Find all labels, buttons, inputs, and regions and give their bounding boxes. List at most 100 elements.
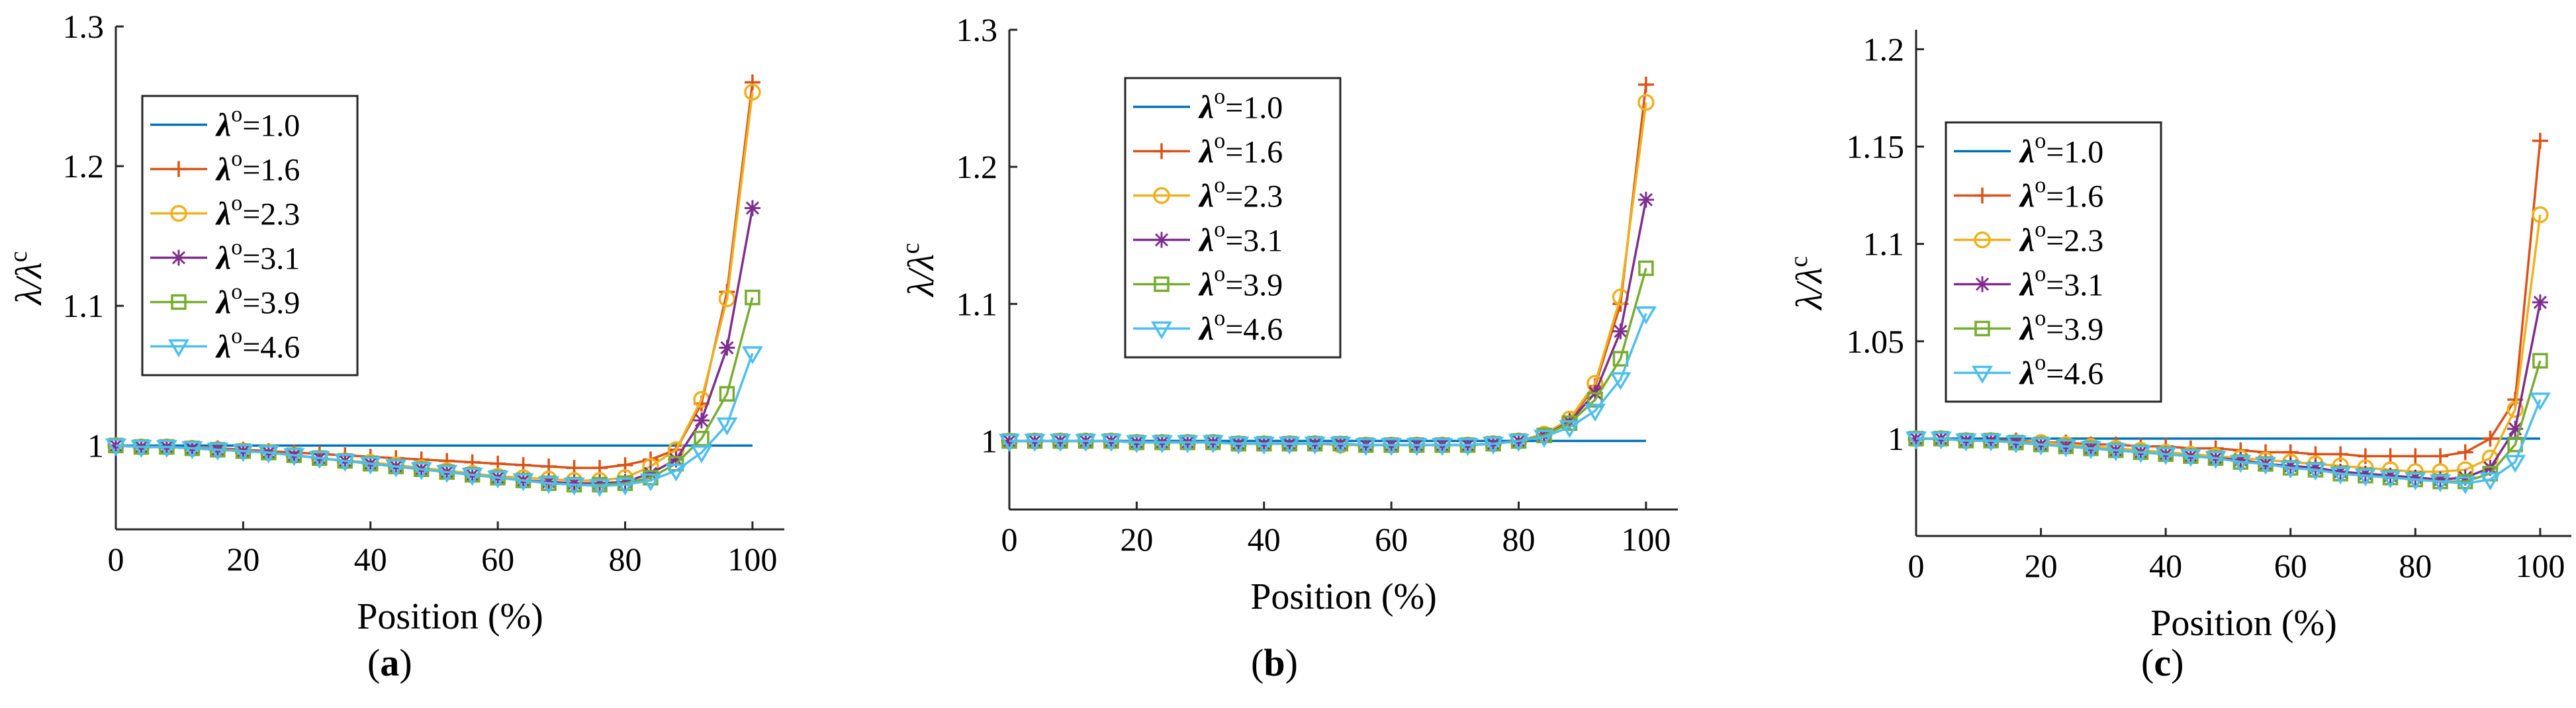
panel-c-legend-label-sup: o bbox=[2035, 262, 2046, 287]
panel-a-data-point bbox=[744, 200, 760, 216]
panel-c-data-point bbox=[2482, 430, 2499, 447]
panel-b-data-point bbox=[1637, 191, 1654, 208]
panel-c-legend-label: λo=1.0 bbox=[2019, 129, 2103, 170]
panel-c-legend-label-rest: =1.6 bbox=[2046, 179, 2103, 214]
panel-a-data-point bbox=[283, 448, 305, 466]
panel-b-x-tick-label: 20 bbox=[1120, 521, 1153, 558]
panel-a-data-point bbox=[744, 74, 760, 91]
panel-c-data-point bbox=[2405, 472, 2426, 491]
panel-c-x-tick-label: 0 bbox=[1908, 547, 1925, 584]
panel-c-data-point bbox=[1980, 433, 2002, 452]
panel-a-data-point bbox=[741, 346, 763, 365]
panel-b-legend-label: λo=3.1 bbox=[1198, 218, 1283, 259]
panel-b-legend-label-rest: =4.6 bbox=[1225, 312, 1283, 347]
panel-c-x-tick-label: 20 bbox=[2025, 547, 2058, 584]
panel-c-legend-label-sup: o bbox=[2035, 306, 2046, 331]
panel-c-data-point bbox=[1955, 433, 1977, 452]
panel-a-data-point bbox=[744, 83, 761, 101]
panel-c-legend-label-sup: o bbox=[2035, 351, 2046, 375]
panel-b-data-point bbox=[1253, 436, 1275, 455]
panel-c-legend-label-base: λ bbox=[2019, 133, 2035, 170]
panel-b-data-point bbox=[998, 433, 1021, 452]
panel-a-legend-label-sup: o bbox=[231, 103, 242, 127]
panel-a-legend-label: λo=2.3 bbox=[215, 191, 300, 232]
panel-b-data-point bbox=[1635, 306, 1657, 325]
panel-b-y-tick-label: 1 bbox=[981, 422, 997, 459]
panel-b-legend-label: λo=1.6 bbox=[1198, 129, 1283, 170]
panel-a-data-point-d bbox=[720, 341, 734, 355]
panel-c-legend-label-base: λ bbox=[2019, 222, 2035, 259]
panel-c-data-point bbox=[2532, 206, 2549, 224]
panel-c-legend-label: λo=3.9 bbox=[2019, 306, 2103, 347]
panel-b-letter: b bbox=[1264, 641, 1285, 684]
panel-b-legend-marker bbox=[1154, 232, 1170, 248]
panel-b-data-point bbox=[1355, 437, 1377, 457]
panel-a-legend-label-sup: o bbox=[231, 280, 242, 304]
panel-b-data-point bbox=[1049, 433, 1072, 452]
panel-c-legend-label-sup: o bbox=[2035, 129, 2046, 154]
panel-b-legend-label-sup: o bbox=[1214, 218, 1225, 242]
panel-a-data-point bbox=[207, 442, 228, 461]
panel-b-y-axis-label-sup: c bbox=[897, 243, 925, 254]
panel-c-data-point bbox=[2457, 444, 2473, 461]
panel-a-legend-label-base: λ bbox=[215, 284, 231, 321]
panel-a-legend-label-rest: =1.6 bbox=[242, 153, 300, 188]
panel-a-data-point bbox=[410, 462, 432, 480]
panel-a-x-axis-label: Position (%) bbox=[357, 596, 543, 637]
panel-c-data-point bbox=[2454, 476, 2476, 494]
panel-b-data-point bbox=[1024, 433, 1046, 452]
panel-c-data-point bbox=[2254, 457, 2277, 475]
panel-c-y-axis-label-base: λ/λ bbox=[1789, 267, 1830, 311]
panel-b-legend-label-sup: o bbox=[1214, 85, 1225, 109]
panel-a-legend-label-base: λ bbox=[215, 240, 231, 277]
panel-a-data-point bbox=[694, 431, 710, 447]
panel-b-data-point bbox=[1202, 435, 1224, 453]
panel-b-legend-label-rest: =3.9 bbox=[1225, 268, 1283, 303]
panel-b-legend-label-sup: o bbox=[1214, 173, 1225, 198]
panel-a-data-point bbox=[538, 476, 560, 494]
panel-a-data-point bbox=[639, 473, 662, 492]
panel-b-legend-label-rest: =1.0 bbox=[1225, 91, 1283, 126]
panel-a-y-axis-label: λ/λc bbox=[5, 251, 50, 306]
panel-a-label: (a) bbox=[367, 641, 412, 684]
panel-c-y-tick-label: 1.15 bbox=[1847, 128, 1905, 165]
panel-b-x-axis-label: Position (%) bbox=[1250, 576, 1437, 617]
panel-b-legend-label-rest: =3.1 bbox=[1225, 224, 1283, 259]
panel-a-data-point-d bbox=[745, 201, 759, 215]
panel-b-data-point bbox=[1612, 323, 1629, 339]
panel-a-x-tick-label: 40 bbox=[354, 541, 387, 578]
panel-a-data-point-d bbox=[694, 414, 709, 427]
panel-b-data-point-d bbox=[1639, 193, 1653, 206]
panel-c-label: (c) bbox=[2141, 641, 2184, 684]
panel-c-data-point bbox=[2155, 447, 2177, 465]
panel-a-legend-label: λo=1.6 bbox=[215, 147, 300, 188]
panel-c-data-point-d bbox=[2508, 422, 2522, 436]
panel-b-data-point bbox=[1637, 94, 1655, 111]
panel-b-legend-marker bbox=[1150, 321, 1173, 339]
panel-a-legend-marker bbox=[171, 161, 187, 177]
panel-a-legend-label: λo=1.0 bbox=[215, 103, 300, 144]
panel-b-x-tick-label: 0 bbox=[1001, 521, 1018, 558]
panel-a-data-point bbox=[257, 445, 279, 464]
panel-b-legend-label-base: λ bbox=[1198, 133, 1214, 170]
panel-c-data-point bbox=[2279, 461, 2301, 479]
panel-b-legend-label: λo=1.0 bbox=[1198, 85, 1283, 126]
panel-c-legend-label-base: λ bbox=[2019, 266, 2035, 303]
panel-b-legend-label-base: λ bbox=[1198, 266, 1214, 303]
panel-c-x-tick-label: 100 bbox=[2515, 547, 2565, 584]
panel-c-data-point bbox=[2407, 448, 2424, 465]
panel-a-legend-label: λo=3.9 bbox=[215, 280, 300, 321]
panel-c-data-point bbox=[2080, 441, 2102, 460]
panel-b-data-point-d bbox=[1614, 324, 1628, 338]
panel-b-data-point bbox=[1482, 436, 1504, 455]
panel-c-y-tick-label: 1 bbox=[1888, 420, 1904, 457]
panel-a-legend-label-rest: =2.3 bbox=[242, 197, 300, 232]
panel-c-data-point bbox=[2307, 446, 2324, 463]
panel-a-x-tick-label: 100 bbox=[727, 541, 777, 578]
panel-a-y-axis-label-base: λ/λ bbox=[9, 262, 50, 306]
panel-a-x-tick-label: 80 bbox=[609, 541, 642, 578]
panel-c-legend-marker-d bbox=[1975, 277, 1990, 291]
panel-a-data-point bbox=[716, 417, 738, 436]
panel-c-data-point bbox=[2330, 466, 2352, 485]
